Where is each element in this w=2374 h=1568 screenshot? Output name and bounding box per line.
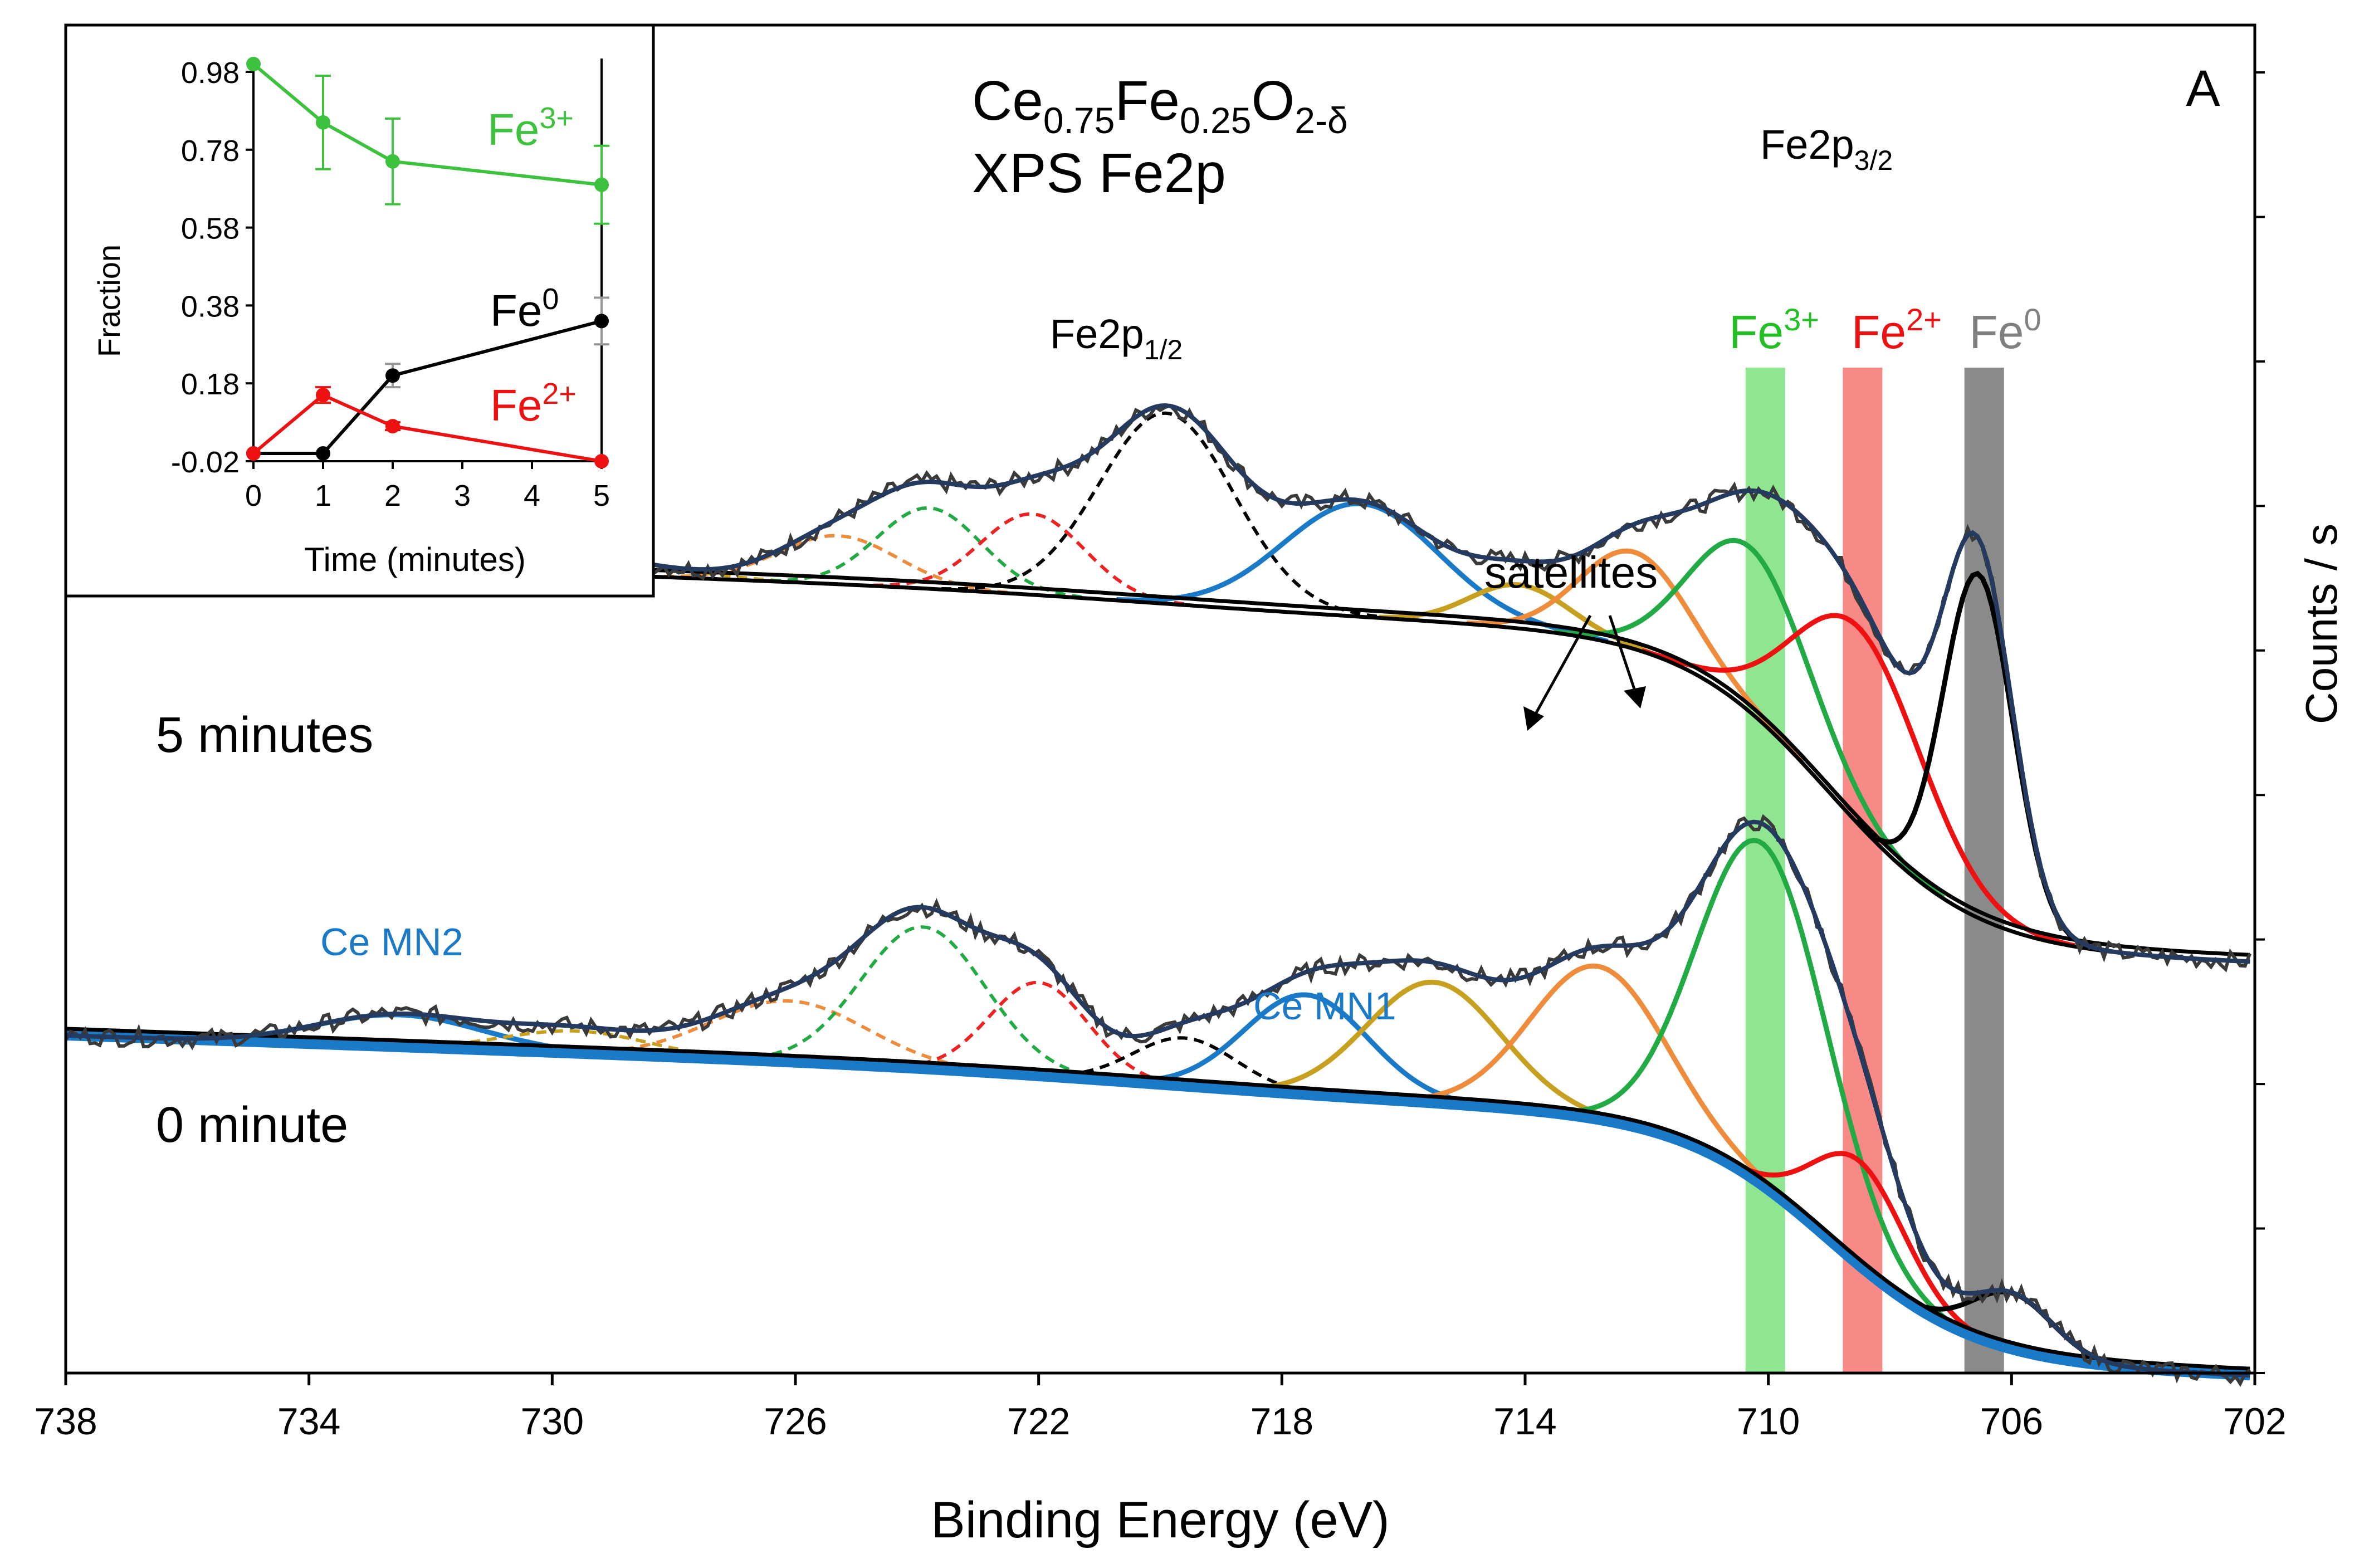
- title-ce: Ce: [972, 70, 1043, 132]
- x-tick-label: 734: [277, 1400, 340, 1443]
- fe2p12-label: Fe2p1/2: [1050, 311, 1183, 365]
- arrowhead-1: [1523, 706, 1544, 731]
- inset-y-tick-label: 0.18: [181, 368, 240, 401]
- baseline: [65, 1030, 2250, 1381]
- y-axis-ticks: [2255, 71, 2265, 1374]
- inset-x-tick-label: 1: [315, 479, 331, 512]
- inset-data-point: [246, 446, 261, 461]
- band-2plus: [1843, 368, 1883, 1373]
- component-peak: [887, 980, 1190, 1088]
- inset-series-line: [252, 393, 602, 463]
- inset-series-2: [246, 386, 609, 468]
- arrow-line-1: [1533, 614, 1592, 717]
- band-label-fe3: Fe3+: [1729, 302, 1819, 358]
- x-tick-label: 714: [1493, 1400, 1556, 1443]
- inset-series-line: [253, 319, 602, 455]
- component-peak: [1111, 992, 1501, 1110]
- component-peak: [557, 999, 1019, 1076]
- component-peak: [1641, 613, 2075, 949]
- inset-chart: 0.98 0.78 0.58 0.38 0.18 -0.020 1 2 3 4 5 Fraction…: [64, 23, 655, 598]
- chart-subtitle: XPS Fe2p: [972, 142, 1226, 204]
- inset-data-point: [316, 446, 330, 461]
- satellite-arrows: [1523, 614, 1646, 731]
- inset-x-tick-label: 0: [245, 479, 262, 512]
- component-peak: [771, 506, 1088, 599]
- band-label-fe0: Fe0: [1969, 302, 2041, 358]
- inset-data-point: [594, 314, 609, 329]
- inset-x-tick-label: 3: [454, 479, 471, 512]
- component-peak: [941, 411, 1389, 619]
- inset-y-title: Fraction: [91, 245, 126, 357]
- band-label-fe2: Fe2+: [1852, 302, 1942, 358]
- title-sub2: 0.25: [1180, 100, 1251, 141]
- inset-series: [246, 57, 609, 468]
- x-axis-title: Binding Energy (eV): [931, 1492, 1389, 1549]
- chart-title: Ce0.75Fe0.25O2-δ: [972, 70, 1348, 141]
- ce-mn1-label: Ce MN1: [1253, 984, 1396, 1028]
- component-peak: [873, 512, 1190, 607]
- inset-x-tick-label: 2: [384, 479, 401, 512]
- component-peak: [1713, 1151, 2008, 1350]
- inset-x-title: Time (minutes): [304, 541, 526, 578]
- component-peak: [1218, 979, 1648, 1132]
- inset-y-tick-label: 0.58: [181, 212, 240, 246]
- inset-data-point: [316, 115, 330, 130]
- x-tick-label: 702: [2223, 1400, 2286, 1443]
- x-tick-label: 730: [521, 1400, 584, 1443]
- x-tick-label: 722: [1007, 1400, 1070, 1443]
- arrowhead-2: [1624, 686, 1646, 709]
- title-sub1: 0.75: [1043, 100, 1115, 141]
- y-axis-title: Counts / s: [2297, 524, 2346, 724]
- component-peak: [1467, 548, 1805, 764]
- title-fe: Fe: [1115, 70, 1180, 132]
- x-tick-label: 718: [1250, 1400, 1313, 1443]
- baseline-upper: [65, 1027, 2250, 1371]
- trace-label-0min: 0 minute: [156, 1097, 348, 1153]
- inset-label-fe0: Fe0: [490, 282, 559, 335]
- satellites-label: satellites: [1484, 548, 1658, 597]
- state-bands: [1745, 368, 2004, 1373]
- inset-label-fe2: Fe2+: [490, 377, 577, 430]
- panel-label: A: [2186, 60, 2220, 117]
- inset-data-point: [385, 419, 400, 434]
- component-peak: [1379, 963, 1819, 1231]
- x-axis-ticks: 738 734 730 726 722 718 714 710 706 702: [34, 1373, 2287, 1443]
- title-sub3: 2-δ: [1295, 100, 1347, 141]
- inset-x-tick-label: 5: [593, 479, 610, 512]
- arrow-line-2: [1608, 615, 1637, 691]
- inset-frame: [64, 23, 655, 598]
- inset-data-point: [246, 57, 261, 71]
- trace-label-5min: 5 minutes: [156, 707, 373, 763]
- plot-frame: [64, 23, 2256, 1375]
- inset-data-point: [316, 388, 330, 403]
- component-peak: [1535, 837, 1989, 1344]
- ce-mn2-label: Ce MN2: [320, 920, 463, 964]
- x-tick-label: 710: [1737, 1400, 1800, 1443]
- inset-data-point: [385, 368, 400, 383]
- inset-y-tick-label: 0.78: [181, 134, 240, 168]
- inset-series-line: [252, 62, 602, 187]
- inset-y-tick-label: 0.98: [181, 56, 240, 90]
- inset-data-point: [594, 454, 609, 468]
- fit-envelope: [65, 819, 2250, 1378]
- inset-data-point: [385, 154, 400, 169]
- inset-y-tick-label: -0.02: [171, 446, 240, 479]
- x-tick-label: 706: [1980, 1400, 2043, 1443]
- component-peak: [1554, 538, 1945, 900]
- inset-data-point: [594, 177, 609, 192]
- inset-series-0: [246, 57, 609, 225]
- component-peak: [722, 925, 1127, 1083]
- fe2p32-label: Fe2p3/2: [1760, 121, 1893, 176]
- inset-label-fe3: Fe3+: [487, 101, 574, 154]
- x-tick-label: 726: [764, 1400, 827, 1443]
- trace-1: [64, 814, 2251, 1387]
- title-o: O: [1251, 70, 1295, 132]
- x-tick-label: 738: [34, 1400, 97, 1443]
- inset-y-tick-label: 0.38: [181, 290, 240, 323]
- inset-x-tick-label: 4: [524, 479, 540, 512]
